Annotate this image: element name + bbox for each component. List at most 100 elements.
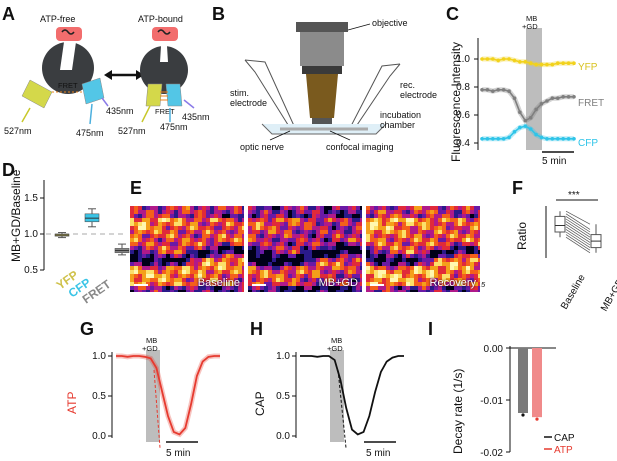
heat-cell (360, 218, 362, 222)
heat-cell (474, 290, 478, 292)
heat-cell (272, 222, 276, 226)
heat-cell (178, 210, 182, 214)
heat-cell (284, 250, 288, 254)
stim-electrode-label: electrode (230, 98, 267, 108)
heat-cell (162, 286, 166, 290)
point-fret (572, 95, 576, 99)
heat-cell (366, 238, 370, 242)
heat-cell (332, 262, 336, 266)
heat-cell (398, 242, 402, 246)
heat-cell (194, 262, 198, 266)
heat-cell (252, 222, 256, 226)
heat-cell (418, 258, 422, 262)
heat-cell (390, 266, 394, 270)
heat-cell (466, 262, 470, 266)
heat-cell (202, 278, 206, 282)
heat-cell (446, 234, 450, 238)
heat-cell (356, 258, 360, 262)
heat-cell (418, 226, 422, 230)
heat-cell (202, 282, 206, 286)
heat-cell (248, 262, 252, 266)
point-cfp (501, 137, 506, 141)
heat-cell (378, 258, 382, 262)
y-tick-label-panel_h: 0.5 (276, 391, 290, 402)
heat-cell (276, 250, 280, 254)
heat-cell (418, 230, 422, 234)
heat-cell (296, 270, 300, 274)
heat-cell (438, 226, 442, 230)
heat-cell (304, 230, 308, 234)
heat-cell (474, 250, 478, 254)
point-fret (534, 107, 538, 112)
heat-cell (402, 282, 406, 286)
heat-cell (466, 226, 470, 230)
heat-cell (328, 242, 332, 246)
heat-cell (458, 206, 462, 210)
heat-cell (260, 238, 264, 242)
heat-cell (300, 222, 304, 226)
heat-cell (268, 238, 272, 242)
heat-cell (470, 238, 474, 242)
heat-cell (434, 222, 438, 226)
heat-cell (238, 250, 242, 254)
heat-cell (374, 258, 378, 262)
heat-cell (378, 250, 382, 254)
heat-cell (478, 290, 480, 292)
heat-cell (378, 278, 382, 282)
heat-cell (478, 242, 480, 246)
heat-cell (146, 290, 150, 292)
heat-cell (458, 238, 462, 242)
heat-cell (360, 282, 362, 286)
heat-cell (226, 246, 230, 250)
heat-cell (390, 270, 394, 274)
heat-cell (356, 254, 360, 258)
heat-cell (158, 254, 162, 258)
heat-cell (378, 270, 382, 274)
heat-cell (360, 262, 362, 266)
heat-cell (382, 266, 386, 270)
heat-cell (390, 278, 394, 282)
heat-cell (458, 266, 462, 270)
heat-cell (206, 270, 210, 274)
heat-cell (478, 214, 480, 218)
heat-cell (406, 274, 410, 278)
mb-gd-bar-c (526, 28, 542, 150)
heat-cell (386, 206, 390, 210)
heat-cell (268, 214, 272, 218)
heat-cell (226, 214, 230, 218)
heat-cell (446, 282, 450, 286)
heat-cell (454, 254, 458, 258)
heat-cell (210, 286, 214, 290)
chamber-label-1: incubation (380, 110, 421, 120)
heat-cell (218, 206, 222, 210)
heat-cell (272, 214, 276, 218)
heat-cell (210, 218, 214, 222)
heat-cell (442, 210, 446, 214)
heat-cell (248, 258, 252, 262)
heat-cell (336, 218, 340, 222)
heat-cell (316, 246, 320, 250)
heat-cell (182, 274, 186, 278)
heat-cell (234, 274, 238, 278)
heat-cell (166, 254, 170, 258)
heat-cell (174, 282, 178, 286)
heat-cell (202, 210, 206, 214)
heat-cell (260, 230, 264, 234)
heat-cell (162, 266, 166, 270)
heat-cell (206, 214, 210, 218)
heat-cell (454, 230, 458, 234)
heat-cell (202, 242, 206, 246)
ex-435-free: 435nm (106, 106, 134, 116)
heat-cell (142, 222, 146, 226)
heat-cell (272, 266, 276, 270)
heat-cell (366, 286, 370, 290)
heat-cell (442, 226, 446, 230)
heat-cell (248, 206, 252, 210)
heat-cell (218, 258, 222, 262)
heat-cell (186, 258, 190, 262)
heat-cell (150, 266, 154, 270)
heat-cell (434, 214, 438, 218)
heat-cell (370, 230, 374, 234)
heat-cell (426, 226, 430, 230)
